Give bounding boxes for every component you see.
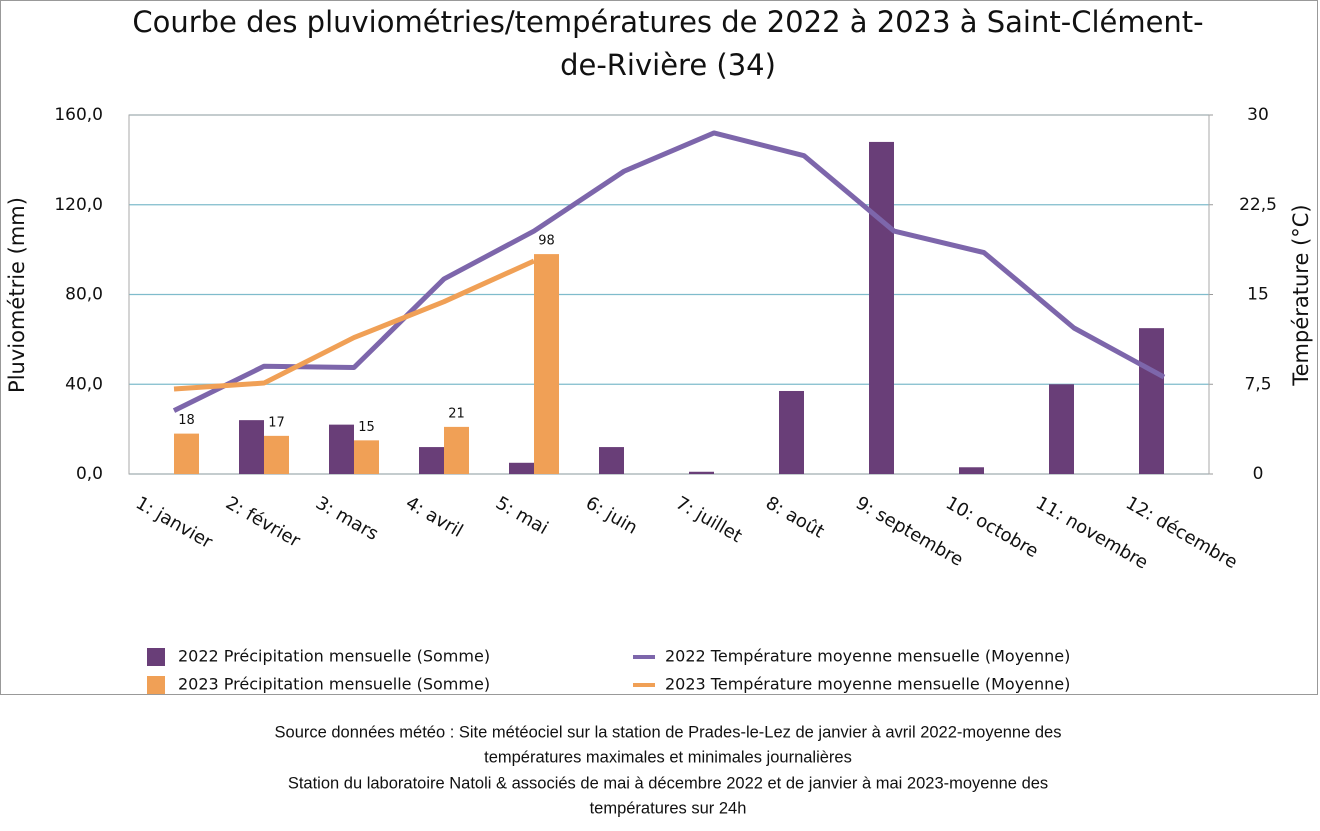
y2-tick-label: 30 bbox=[1247, 105, 1269, 125]
bar bbox=[419, 447, 444, 474]
bar bbox=[869, 141, 894, 475]
bar bbox=[329, 424, 354, 474]
bar bbox=[174, 433, 199, 474]
y2-tick-label: 15 bbox=[1247, 285, 1269, 305]
y-tick-label: 120,0 bbox=[54, 195, 103, 215]
bar bbox=[1049, 384, 1074, 474]
legend-label: 2022 Température moyenne mensuelle (Moye… bbox=[665, 647, 1070, 666]
source-note: Source données météo : Site météociel su… bbox=[275, 723, 1062, 741]
bar bbox=[444, 426, 469, 474]
data-label: 15 bbox=[358, 420, 375, 435]
bar bbox=[509, 462, 534, 474]
data-label: 18 bbox=[178, 413, 195, 428]
bar bbox=[959, 467, 984, 474]
line bbox=[172, 130, 1166, 413]
bar bbox=[779, 390, 804, 474]
y2-tick-label: 7,5 bbox=[1244, 374, 1271, 394]
bar bbox=[534, 254, 559, 474]
chart-title: Courbe des pluviométries/températures de… bbox=[132, 5, 1203, 39]
y-tick-label: 80,0 bbox=[65, 285, 103, 305]
line bbox=[173, 258, 536, 392]
data-label: 98 bbox=[538, 234, 555, 249]
legend-label: 2023 Précipitation mensuelle (Somme) bbox=[178, 675, 490, 694]
y2-axis-label: Température (°C) bbox=[1289, 204, 1313, 386]
chart-border bbox=[0, 0, 1318, 695]
y2-tick-label: 22,5 bbox=[1239, 195, 1277, 215]
source-note: Station du laboratoire Natoli & associés… bbox=[288, 774, 1048, 792]
y-tick-label: 0,0 bbox=[76, 464, 103, 484]
legend-swatch bbox=[147, 676, 165, 694]
legend-label: 2022 Précipitation mensuelle (Somme) bbox=[178, 647, 490, 666]
chart-title: de-Rivière (34) bbox=[560, 48, 776, 82]
y2-tick-label: 0 bbox=[1253, 464, 1264, 484]
data-label: 21 bbox=[448, 406, 465, 421]
bar bbox=[264, 435, 289, 474]
data-label: 17 bbox=[268, 415, 285, 430]
y-tick-label: 160,0 bbox=[54, 105, 103, 125]
source-note: températures maximales et minimales jour… bbox=[484, 748, 852, 766]
plot-border bbox=[128, 114, 1210, 475]
bar bbox=[599, 447, 624, 474]
legend-swatch bbox=[147, 648, 165, 666]
bar bbox=[239, 420, 264, 474]
y-tick-label: 40,0 bbox=[65, 374, 103, 394]
legend-label: 2023 Température moyenne mensuelle (Moye… bbox=[665, 675, 1070, 694]
bar bbox=[354, 440, 379, 474]
bar bbox=[689, 471, 714, 474]
source-note: températures sur 24h bbox=[590, 799, 747, 817]
y-axis-label: Pluviométrie (mm) bbox=[5, 197, 29, 393]
bar bbox=[1139, 328, 1164, 474]
